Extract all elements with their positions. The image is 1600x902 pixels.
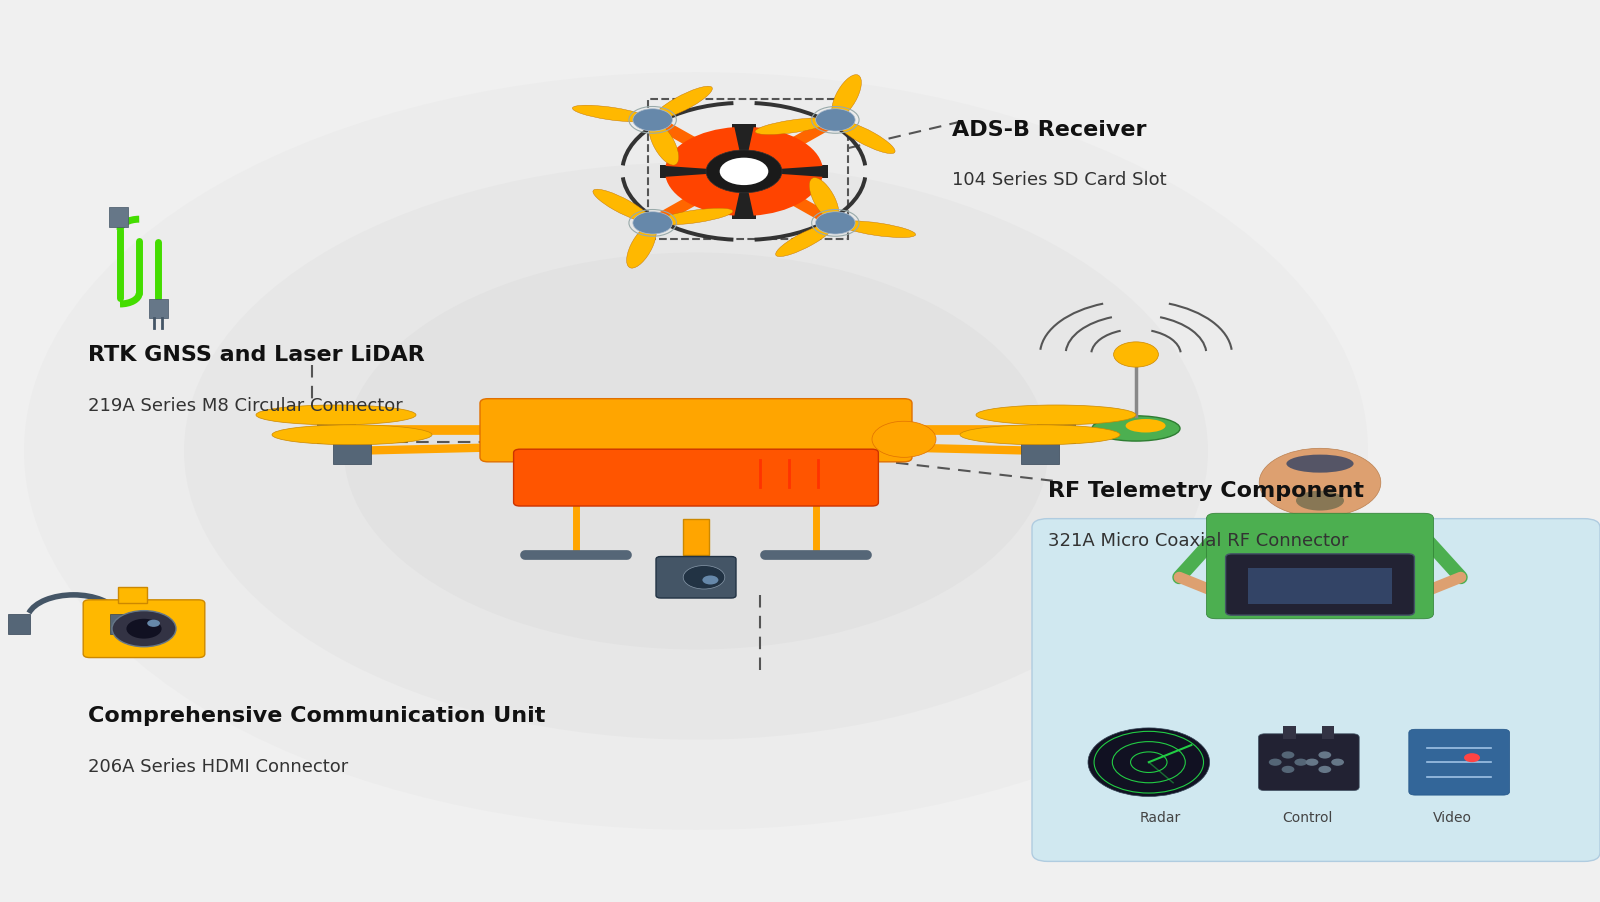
FancyBboxPatch shape	[1032, 519, 1600, 861]
Ellipse shape	[838, 221, 915, 237]
Text: 321A Micro Coaxial RF Connector: 321A Micro Coaxial RF Connector	[1048, 532, 1349, 550]
Circle shape	[1259, 448, 1381, 517]
FancyBboxPatch shape	[1410, 729, 1510, 796]
Ellipse shape	[1125, 419, 1165, 433]
Bar	[110, 614, 133, 634]
Text: Video: Video	[1434, 811, 1472, 825]
Text: RF Telemetry Component: RF Telemetry Component	[1048, 481, 1363, 501]
Ellipse shape	[1091, 416, 1181, 441]
Ellipse shape	[654, 87, 712, 119]
Circle shape	[683, 566, 725, 589]
FancyBboxPatch shape	[480, 399, 912, 462]
Wedge shape	[666, 127, 744, 171]
Circle shape	[1269, 759, 1282, 766]
Ellipse shape	[976, 405, 1136, 425]
Circle shape	[147, 620, 160, 627]
Wedge shape	[666, 171, 744, 216]
Text: 219A Series M8 Circular Connector: 219A Series M8 Circular Connector	[88, 397, 403, 415]
Ellipse shape	[344, 253, 1048, 649]
Bar	[118, 587, 147, 603]
Ellipse shape	[573, 106, 650, 122]
Circle shape	[112, 611, 176, 647]
Circle shape	[1114, 342, 1158, 367]
Circle shape	[1282, 751, 1294, 759]
Bar	[1322, 725, 1334, 740]
Bar	[1248, 568, 1392, 604]
Bar	[1037, 418, 1075, 443]
FancyBboxPatch shape	[1206, 513, 1434, 619]
Ellipse shape	[776, 224, 834, 256]
Circle shape	[634, 212, 672, 234]
Ellipse shape	[960, 425, 1120, 445]
Ellipse shape	[24, 72, 1368, 830]
Ellipse shape	[1286, 455, 1354, 473]
Bar	[683, 519, 709, 555]
Bar	[109, 207, 128, 227]
Circle shape	[1318, 766, 1331, 773]
Circle shape	[1306, 759, 1318, 766]
Ellipse shape	[656, 208, 733, 225]
FancyBboxPatch shape	[1258, 734, 1358, 790]
Bar	[1304, 501, 1336, 528]
Circle shape	[816, 212, 854, 234]
Circle shape	[1294, 759, 1307, 766]
Bar	[317, 418, 355, 443]
Ellipse shape	[184, 162, 1208, 740]
Bar	[8, 614, 30, 634]
Bar	[333, 438, 371, 464]
Circle shape	[1464, 753, 1480, 762]
Circle shape	[1331, 759, 1344, 766]
Text: Radar: Radar	[1139, 811, 1181, 825]
Ellipse shape	[755, 118, 832, 134]
Text: 206A Series HDMI Connector: 206A Series HDMI Connector	[88, 758, 349, 776]
Wedge shape	[744, 127, 822, 171]
Bar	[648, 99, 848, 239]
Circle shape	[720, 158, 768, 185]
Ellipse shape	[837, 121, 894, 153]
Circle shape	[706, 150, 782, 193]
Bar	[1021, 438, 1059, 464]
Bar	[149, 299, 168, 318]
Ellipse shape	[832, 75, 861, 118]
Ellipse shape	[594, 189, 651, 222]
Ellipse shape	[872, 421, 936, 457]
Circle shape	[1088, 728, 1210, 796]
Wedge shape	[744, 171, 822, 216]
Ellipse shape	[1296, 491, 1344, 511]
Text: ADS-B Receiver: ADS-B Receiver	[952, 120, 1147, 140]
Bar	[661, 164, 827, 179]
Ellipse shape	[810, 178, 838, 221]
Bar	[1283, 725, 1296, 740]
Ellipse shape	[627, 225, 656, 268]
Circle shape	[1282, 766, 1294, 773]
Text: Control: Control	[1282, 811, 1333, 825]
Text: RTK GNSS and Laser LiDAR: RTK GNSS and Laser LiDAR	[88, 345, 424, 365]
FancyBboxPatch shape	[514, 449, 878, 506]
Ellipse shape	[272, 425, 432, 445]
Bar	[731, 124, 757, 218]
Text: Comprehensive Communication Unit: Comprehensive Communication Unit	[88, 706, 546, 726]
Circle shape	[702, 575, 718, 584]
Circle shape	[634, 109, 672, 131]
Ellipse shape	[256, 405, 416, 425]
FancyBboxPatch shape	[656, 557, 736, 598]
Circle shape	[816, 109, 854, 131]
Circle shape	[1318, 751, 1331, 759]
Ellipse shape	[650, 122, 678, 165]
Circle shape	[126, 619, 162, 639]
FancyBboxPatch shape	[83, 600, 205, 658]
FancyBboxPatch shape	[1226, 554, 1414, 615]
Text: 104 Series SD Card Slot: 104 Series SD Card Slot	[952, 171, 1166, 189]
